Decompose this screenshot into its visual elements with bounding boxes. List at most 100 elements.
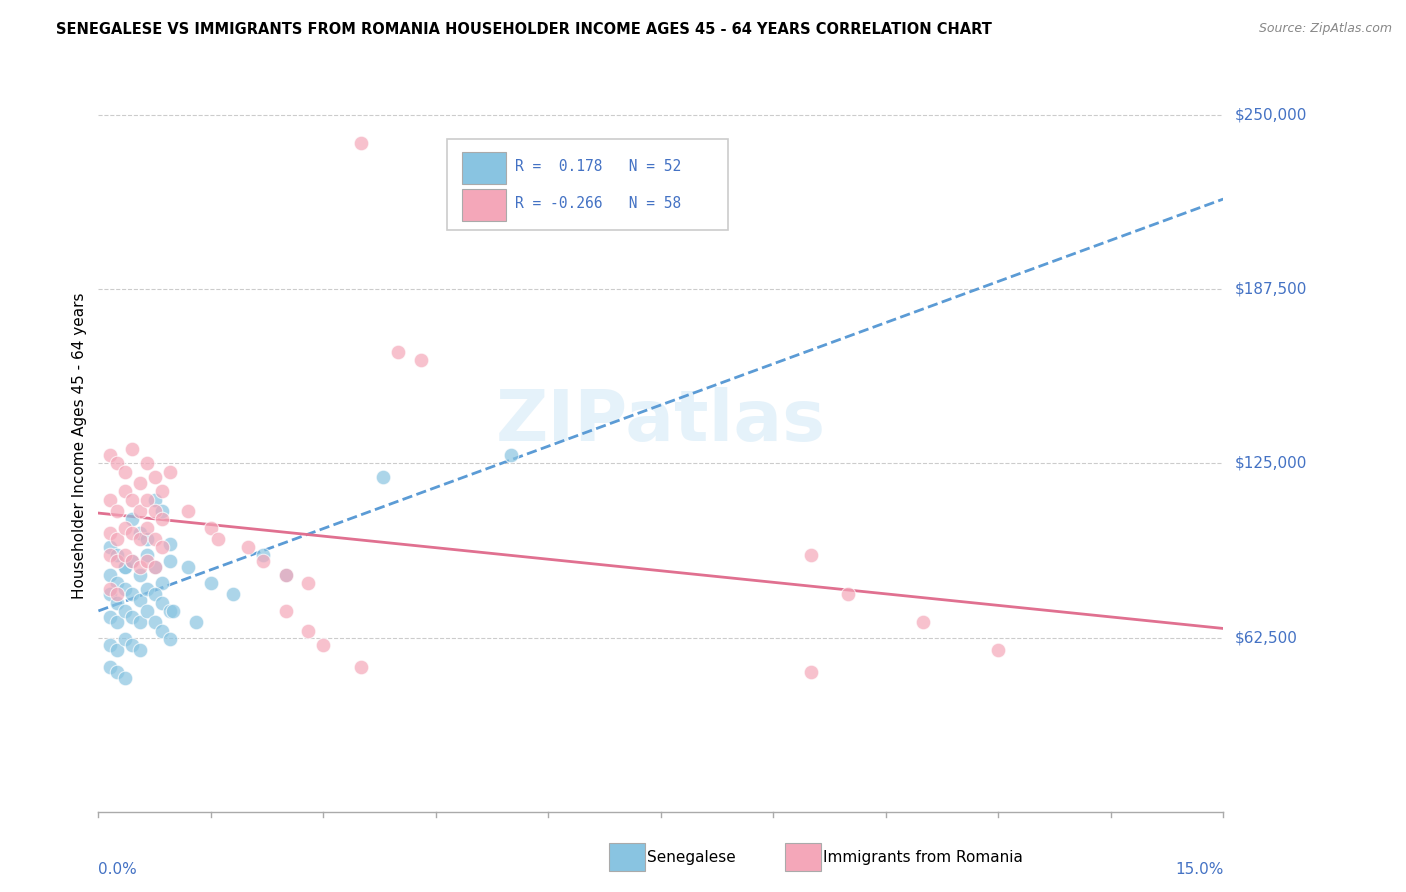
Point: [200, 520, 222, 534]
Point: [207, 532, 229, 546]
Point: [98, 587, 121, 601]
Point: [128, 532, 150, 546]
Point: [143, 532, 166, 546]
Point: [114, 604, 136, 618]
Text: $62,500: $62,500: [1234, 630, 1298, 645]
Point: [143, 470, 166, 484]
Text: Senegalese: Senegalese: [647, 850, 735, 864]
Point: [121, 526, 143, 541]
Point: [98, 609, 121, 624]
Point: [274, 567, 297, 582]
Point: [350, 660, 373, 674]
Point: [373, 470, 395, 484]
Point: [177, 504, 200, 518]
Point: [98, 540, 121, 554]
Point: [121, 512, 143, 526]
Point: [800, 665, 823, 680]
Point: [121, 554, 143, 568]
Text: Source: ZipAtlas.com: Source: ZipAtlas.com: [1258, 22, 1392, 36]
Point: [128, 559, 150, 574]
Point: [252, 549, 274, 563]
Text: Immigrants from Romania: Immigrants from Romania: [823, 850, 1022, 864]
Point: [105, 615, 128, 630]
Point: [114, 632, 136, 646]
Point: [105, 596, 128, 610]
Point: [150, 576, 173, 591]
Point: [105, 554, 128, 568]
Point: [114, 671, 136, 685]
Point: [238, 540, 260, 554]
Point: [312, 638, 335, 652]
Point: [143, 559, 166, 574]
Point: [297, 576, 319, 591]
Point: [837, 587, 859, 601]
Point: [121, 587, 143, 601]
Point: [297, 624, 319, 638]
Point: [98, 448, 121, 462]
Point: [128, 526, 150, 541]
Point: [105, 587, 128, 601]
Text: $250,000: $250,000: [1234, 108, 1306, 122]
Point: [121, 554, 143, 568]
Text: R =  0.178   N = 52: R = 0.178 N = 52: [515, 159, 681, 174]
Point: [350, 136, 373, 150]
Point: [136, 520, 159, 534]
FancyBboxPatch shape: [447, 139, 728, 230]
Point: [136, 582, 159, 596]
Point: [98, 638, 121, 652]
Point: [159, 604, 181, 618]
Point: [114, 484, 136, 499]
Point: [143, 492, 166, 507]
Point: [98, 549, 121, 563]
Point: [274, 567, 297, 582]
Point: [987, 643, 1010, 657]
Point: [128, 475, 150, 490]
Point: [128, 593, 150, 607]
Point: [159, 554, 181, 568]
Point: [114, 520, 136, 534]
Point: [105, 457, 128, 471]
Point: [252, 554, 274, 568]
Point: [98, 660, 121, 674]
Point: [222, 587, 245, 601]
Point: [143, 615, 166, 630]
Point: [114, 549, 136, 563]
Point: [98, 526, 121, 541]
Y-axis label: Householder Income Ages 45 - 64 years: Householder Income Ages 45 - 64 years: [72, 293, 87, 599]
Text: 15.0%: 15.0%: [1175, 862, 1223, 877]
Point: [177, 559, 200, 574]
Point: [409, 353, 432, 368]
Point: [98, 492, 121, 507]
Point: [114, 582, 136, 596]
Point: [128, 567, 150, 582]
Text: SENEGALESE VS IMMIGRANTS FROM ROMANIA HOUSEHOLDER INCOME AGES 45 - 64 YEARS CORR: SENEGALESE VS IMMIGRANTS FROM ROMANIA HO…: [56, 22, 993, 37]
Text: 0.0%: 0.0%: [98, 862, 138, 877]
Text: R = -0.266   N = 58: R = -0.266 N = 58: [515, 195, 681, 211]
Point: [121, 609, 143, 624]
Point: [150, 624, 173, 638]
Point: [98, 582, 121, 596]
Point: [128, 504, 150, 518]
Point: [800, 549, 823, 563]
Point: [114, 559, 136, 574]
Point: [150, 484, 173, 499]
Point: [105, 665, 128, 680]
Point: [912, 615, 935, 630]
Point: [121, 638, 143, 652]
Point: [150, 540, 173, 554]
FancyBboxPatch shape: [461, 188, 506, 220]
Point: [387, 345, 409, 359]
Point: [200, 576, 222, 591]
Point: [114, 465, 136, 479]
Point: [128, 615, 150, 630]
FancyBboxPatch shape: [461, 152, 506, 184]
Point: [143, 559, 166, 574]
Point: [136, 532, 159, 546]
Point: [121, 492, 143, 507]
Point: [136, 457, 159, 471]
Point: [184, 615, 207, 630]
Text: $187,500: $187,500: [1234, 282, 1306, 297]
Point: [150, 504, 173, 518]
Point: [121, 442, 143, 457]
Point: [150, 596, 173, 610]
